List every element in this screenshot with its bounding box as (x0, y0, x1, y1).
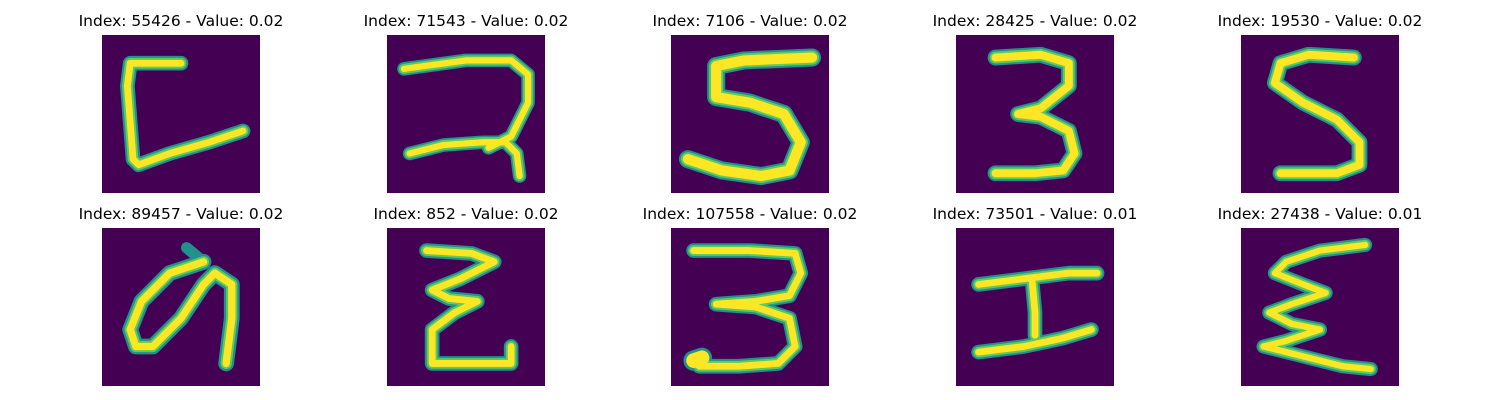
image-title: Index: 27438 - Value: 0.01 (1217, 205, 1423, 223)
digit-image (387, 228, 545, 386)
digit-image (387, 35, 545, 193)
image-title: Index: 107558 - Value: 0.02 (642, 205, 858, 223)
grid-cell: Index: 73501 - Value: 0.01 (933, 205, 1137, 387)
image-title: Index: 55426 - Value: 0.02 (78, 12, 284, 30)
digit-image (1241, 228, 1399, 386)
digit-image (956, 35, 1114, 193)
grid-cell: Index: 71543 - Value: 0.02 (364, 12, 568, 194)
grid-cell: Index: 27438 - Value: 0.01 (1218, 205, 1422, 387)
grid-cell: Index: 89457 - Value: 0.02 (79, 205, 283, 387)
grid-cell: Index: 107558 - Value: 0.02 (643, 205, 857, 387)
image-title: Index: 7106 - Value: 0.02 (652, 12, 848, 30)
grid-cell: Index: 19530 - Value: 0.02 (1218, 12, 1422, 194)
grid-cell: Index: 28425 - Value: 0.02 (933, 12, 1137, 194)
image-title: Index: 19530 - Value: 0.02 (1217, 12, 1423, 30)
image-title: Index: 28425 - Value: 0.02 (932, 12, 1138, 30)
image-title: Index: 71543 - Value: 0.02 (363, 12, 569, 30)
digit-image (102, 228, 260, 386)
digit-image (671, 228, 829, 386)
grid-cell: Index: 852 - Value: 0.02 (373, 205, 559, 387)
digit-image (671, 35, 829, 193)
digit-image (1241, 35, 1399, 193)
image-title: Index: 852 - Value: 0.02 (373, 205, 559, 223)
image-title: Index: 73501 - Value: 0.01 (932, 205, 1138, 223)
digit-image (956, 228, 1114, 386)
image-title: Index: 89457 - Value: 0.02 (78, 205, 284, 223)
grid-cell: Index: 7106 - Value: 0.02 (653, 12, 847, 194)
glyph-strokes (120, 55, 251, 173)
grid-cell: Index: 55426 - Value: 0.02 (79, 12, 283, 194)
digit-image (102, 35, 260, 193)
glyph-svg (120, 55, 251, 173)
